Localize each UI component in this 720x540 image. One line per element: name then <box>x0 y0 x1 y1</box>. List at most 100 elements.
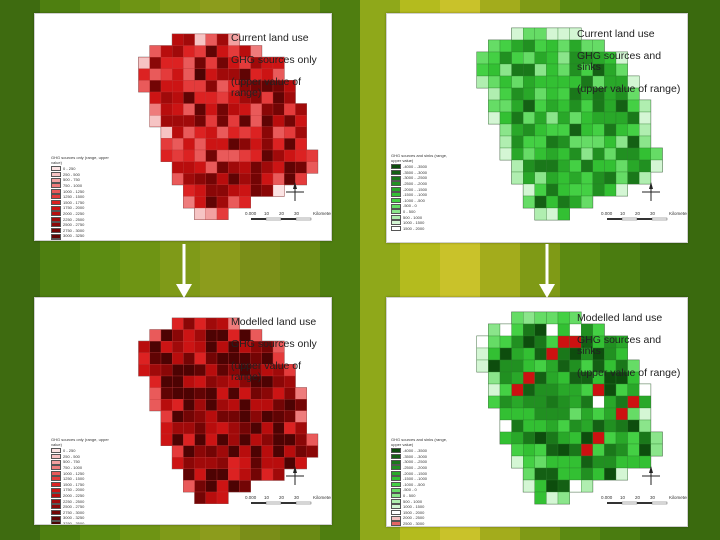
legend-swatch <box>51 482 61 488</box>
map-cell <box>604 419 617 433</box>
map-cell <box>511 419 524 433</box>
map-cell <box>592 171 605 185</box>
map-cell <box>228 126 240 139</box>
map-cell <box>183 138 195 151</box>
map-cell <box>546 123 559 137</box>
map-cell <box>205 480 218 493</box>
legend-entry: 1500 - 2000 <box>391 510 451 516</box>
map-cell <box>194 80 206 93</box>
map-cell <box>639 395 651 409</box>
legend-swatch <box>391 226 401 232</box>
map-cell <box>205 491 218 504</box>
map-cell <box>172 352 184 365</box>
map-cell <box>604 99 617 113</box>
legend-label: 3250 - 3500 <box>63 520 85 525</box>
legend-label: 1500 - 2000 <box>403 225 425 231</box>
map-cell <box>546 479 559 493</box>
map-cell <box>615 407 628 421</box>
map-cell <box>172 80 184 93</box>
map-cell <box>250 399 262 411</box>
map-cell <box>476 347 489 361</box>
map-cell <box>511 159 524 173</box>
map-cell <box>581 395 593 409</box>
map-cell <box>569 195 582 209</box>
legend-label: 250 - 500 <box>63 171 80 177</box>
map-cell <box>639 455 651 469</box>
map-cell <box>557 395 570 409</box>
legend-label: -1000 - -500 <box>403 197 425 203</box>
map-panel-current-sources-sinks: Current land use GHG sources and sinks (… <box>386 13 688 243</box>
map-cell <box>183 375 195 388</box>
map-cell <box>205 149 218 162</box>
legend-swatch <box>391 175 401 181</box>
map-cell <box>523 395 535 409</box>
map-cell <box>205 57 218 69</box>
map-cell <box>499 371 512 385</box>
map-cell <box>499 39 512 53</box>
north-arrow-icon <box>642 182 660 201</box>
legend-label: 2500 - 2750 <box>63 222 85 228</box>
map-cell <box>615 135 628 149</box>
map-cell <box>523 75 535 89</box>
legend-label: 1750 - 2000 <box>63 487 85 493</box>
map-cell <box>592 147 605 161</box>
map-cell <box>627 455 640 469</box>
map-cell <box>511 123 524 137</box>
legend-swatch <box>391 198 401 204</box>
map-cell <box>239 480 251 493</box>
map-cell <box>149 115 162 127</box>
legend-swatch <box>51 211 61 217</box>
map-cell <box>476 63 489 77</box>
scale-label: 30 <box>650 495 656 500</box>
map-cell <box>205 410 218 423</box>
map-cell <box>546 147 559 161</box>
map-cell <box>627 431 640 445</box>
map-cell <box>534 63 547 77</box>
map-cell <box>172 126 184 139</box>
map-cell <box>272 184 285 197</box>
map-cell <box>569 419 582 433</box>
legend-label: -3500 - -3000 <box>403 453 428 459</box>
legend-swatch <box>391 521 401 526</box>
legend-swatch <box>391 448 401 454</box>
map-cell <box>592 383 605 397</box>
map-cell <box>557 27 570 41</box>
legend-swatch <box>51 487 61 493</box>
map-cell <box>160 422 173 435</box>
map-cell <box>534 87 547 101</box>
map-cell <box>534 27 547 41</box>
map-cell <box>534 135 547 149</box>
map-cell <box>581 195 593 209</box>
legend-entry: 2500 - 2750 <box>51 504 111 510</box>
map-cell <box>205 317 218 330</box>
map-cell <box>534 75 547 89</box>
map-cell <box>261 468 274 481</box>
map-cell <box>205 103 218 116</box>
map-cell <box>523 359 535 373</box>
map-cell <box>194 352 206 365</box>
map-cell <box>183 91 195 104</box>
map-cell <box>581 383 593 397</box>
map-cell <box>160 341 173 353</box>
map-cell <box>183 103 195 116</box>
map-cell <box>546 407 559 421</box>
legend-swatch <box>391 214 401 220</box>
map-cell <box>523 183 535 197</box>
map-cell <box>488 39 501 53</box>
map-cell <box>604 407 617 421</box>
map-cell <box>546 443 559 457</box>
legend-entry: -4000 - -3500 <box>391 164 451 170</box>
map-cell <box>569 467 582 481</box>
map-cell <box>523 311 535 325</box>
map-cell <box>228 410 240 423</box>
map-cell <box>228 161 240 174</box>
map-cell <box>216 375 229 388</box>
map-cell <box>172 422 184 435</box>
map-cell <box>138 80 150 93</box>
map-cell <box>216 33 229 46</box>
scale-label: 30 <box>294 211 300 216</box>
map-cell <box>228 480 240 493</box>
map-cell <box>569 123 582 137</box>
map-cell <box>194 445 206 458</box>
map-cell <box>149 364 162 377</box>
